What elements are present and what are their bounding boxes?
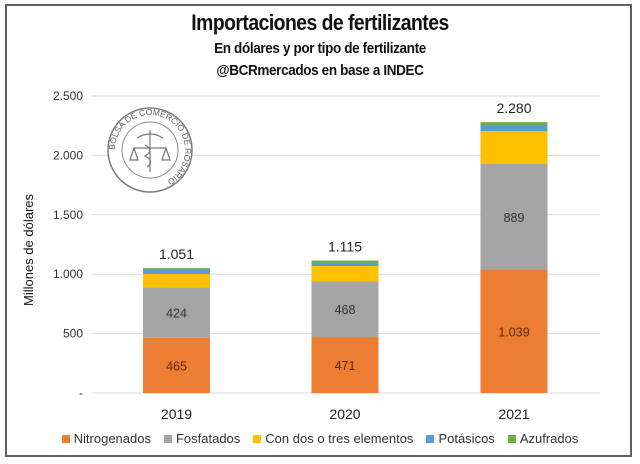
bar-segment-fosfatados-2019 (143, 287, 210, 338)
y-tick-label: 2.500 (53, 89, 83, 103)
legend-label: Nitrogenados (73, 431, 151, 446)
total-data-label: 2.280 (496, 100, 531, 116)
segment-data-label: 424 (166, 307, 187, 321)
bar-segment-nitrogenados-2021 (480, 269, 548, 393)
y-tick-label: 2.000 (53, 148, 83, 162)
bar-segment-con-dos-o-tres-elementos-2019 (143, 273, 210, 288)
legend-label: Fosfatados (175, 431, 241, 446)
legend-item: Nitrogenados (61, 431, 151, 446)
total-data-label: 1.051 (159, 246, 194, 262)
y-axis-ticks: - 500 1.000 1.500 2.000 2.500 (53, 89, 83, 400)
legend-swatch-icon (253, 434, 262, 443)
legend-swatch-icon (507, 434, 516, 443)
bar-segment-nitrogenados-2019 (143, 337, 210, 393)
bar-segment-potásicos-2020 (311, 263, 379, 267)
y-tick-label: - (79, 386, 83, 400)
legend-item: Con dos o tres elementos (253, 431, 413, 446)
x-tick-label: 2020 (329, 406, 360, 422)
bar-segment-fosfatados-2020 (311, 281, 379, 338)
legend-label: Potásicos (438, 431, 495, 446)
caduceus-scales-icon (129, 130, 171, 172)
total-data-label: 1.115 (328, 239, 362, 255)
legend-swatch-icon (426, 434, 435, 443)
y-tick-label: 1.500 (53, 208, 83, 222)
chart-subtitle: En dólares y por tipo de fertilizante (214, 40, 426, 57)
legend-item: Fosfatados (163, 431, 241, 446)
bar-segment-azufrados-2019 (143, 268, 210, 269)
chart-source: @BCRmercados en base a INDEC (216, 62, 424, 79)
chart-title: Importaciones de fertilizantes (191, 10, 449, 35)
bar-segment-fosfatados-2021 (480, 163, 548, 270)
bars: 465 424 1.051 471 468 1.115 1.039 889 2.280 (143, 100, 548, 393)
y-tick-label: 1.000 (53, 267, 83, 281)
bcr-logo: BOLSA DE COMERCIO DE ROSARIO (107, 107, 193, 193)
legend-swatch-icon (61, 434, 70, 443)
x-tick-label: 2021 (498, 406, 529, 422)
bar-segment-con-dos-o-tres-elementos-2021 (480, 131, 548, 164)
legend-label: Azufrados (519, 431, 579, 446)
legend-item: Azufrados (507, 431, 579, 446)
segment-data-label: 471 (335, 359, 356, 373)
bar-segment-con-dos-o-tres-elementos-2020 (311, 266, 379, 282)
y-tick-label: 500 (63, 327, 83, 341)
segment-data-label: 1.039 (498, 325, 529, 339)
segment-data-label: 889 (504, 211, 525, 225)
legend-label: Con dos o tres elementos (265, 431, 414, 446)
bar-segment-nitrogenados-2020 (311, 337, 379, 393)
segment-data-label: 468 (335, 303, 356, 317)
bar-segment-potásicos-2021 (480, 124, 548, 132)
x-axis-ticks: 2019 2020 2021 (161, 406, 530, 422)
legend-swatch-icon (163, 434, 172, 443)
legend-item: Potásicos (426, 431, 495, 446)
y-axis-label: Millones de dólares (21, 194, 36, 307)
legend: Nitrogenados Fosfatados Con dos o tres ele… (0, 431, 640, 446)
segment-data-label: 465 (166, 359, 187, 373)
bar-segment-azufrados-2020 (311, 260, 379, 264)
x-tick-label: 2019 (161, 406, 192, 422)
bar-segment-potásicos-2019 (143, 268, 210, 274)
bar-segment-azufrados-2021 (480, 122, 548, 125)
